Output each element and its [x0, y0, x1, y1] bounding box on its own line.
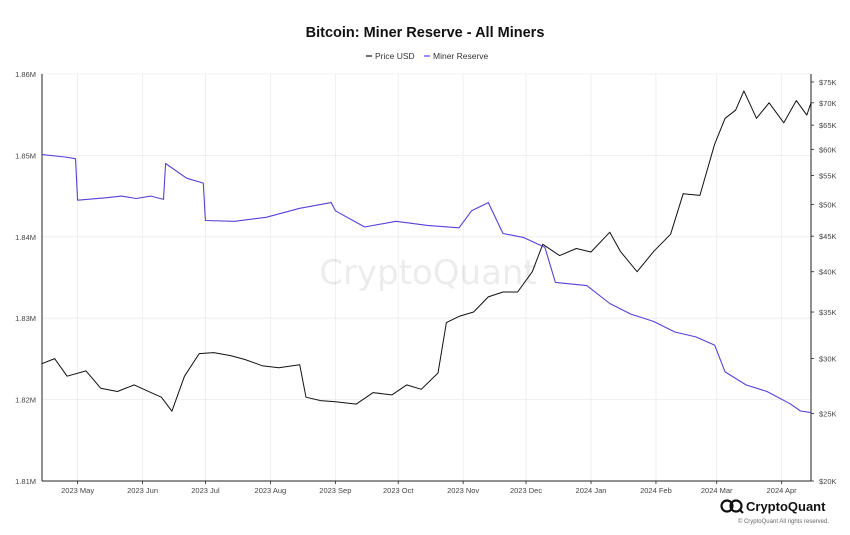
y-left-tick-label: 1.83M	[15, 314, 36, 323]
x-tick-label: 2024 Feb	[640, 486, 672, 495]
y-right-tick-label: $45K	[819, 232, 837, 241]
legend-price-label[interactable]: Price USD	[375, 51, 415, 61]
y-right-tick-label: $65K	[819, 121, 837, 130]
x-tick-label: 2023 Nov	[447, 486, 479, 495]
y-right-tick-label: $25K	[819, 410, 837, 419]
legend[interactable]: Price USD Miner Reserve	[366, 51, 489, 61]
brand-copyright: © CryptoQuant All rights reserved.	[738, 518, 829, 525]
x-tick-label: 2023 Dec	[510, 486, 542, 495]
series-lines	[41, 90, 812, 414]
x-tick-label: 2023 Aug	[255, 486, 287, 495]
y-right-tick-label: $60K	[819, 145, 837, 154]
brand-logo: CryptoQuant © CryptoQuant All rights res…	[720, 499, 829, 525]
x-tick-label: 2023 Oct	[383, 486, 414, 495]
y-left-tick-label: 1.81M	[15, 477, 36, 486]
y-left-tick-label: 1.82M	[15, 396, 36, 405]
x-tick-label: 2023 Sep	[319, 486, 351, 495]
y-right-tick-label: $75K	[819, 78, 837, 87]
brand-name: CryptoQuant	[746, 499, 826, 514]
y-right-tick-label: $20K	[819, 477, 837, 486]
left-axis-ticks: 1.81M 1.82M 1.83M 1.84M 1.85M 1.86M	[15, 70, 36, 486]
y-right-tick-label: $55K	[819, 172, 837, 181]
y-left-tick-label: 1.86M	[15, 70, 36, 79]
cryptoquant-logo-icon	[720, 499, 744, 514]
y-right-tick-label: $30K	[819, 355, 837, 364]
y-left-tick-label: 1.85M	[15, 151, 36, 160]
y-left-tick-label: 1.84M	[15, 233, 36, 242]
chart-title: Bitcoin: Miner Reserve - All Miners	[306, 25, 545, 41]
right-axis-ticks: $20K $25K $30K $35K $40K $45K $50K $55K $60K $65K…	[811, 78, 837, 486]
y-right-tick-label: $50K	[819, 200, 837, 209]
legend-reserve-label[interactable]: Miner Reserve	[433, 51, 489, 61]
watermark: CryptoQuant	[319, 253, 537, 293]
y-right-tick-label: $70K	[819, 99, 837, 108]
y-right-tick-label: $40K	[819, 268, 837, 277]
x-tick-label: 2024 Mar	[701, 486, 733, 495]
x-axis-ticks: 2023 May 2023 Jun 2023 Jul 2023 Aug 2023 Sep…	[61, 481, 797, 495]
x-tick-label: 2024 Apr	[767, 486, 798, 495]
miner-reserve-line	[41, 154, 812, 414]
price-usd-line	[41, 90, 812, 412]
y-right-tick-label: $35K	[819, 308, 837, 317]
x-tick-label: 2023 May	[61, 486, 94, 495]
x-tick-label: 2023 Jul	[191, 486, 220, 495]
x-tick-label: 2024 Jan	[576, 486, 607, 495]
x-tick-label: 2023 Jun	[127, 486, 158, 495]
gridlines	[42, 73, 811, 482]
axes	[41, 74, 812, 482]
